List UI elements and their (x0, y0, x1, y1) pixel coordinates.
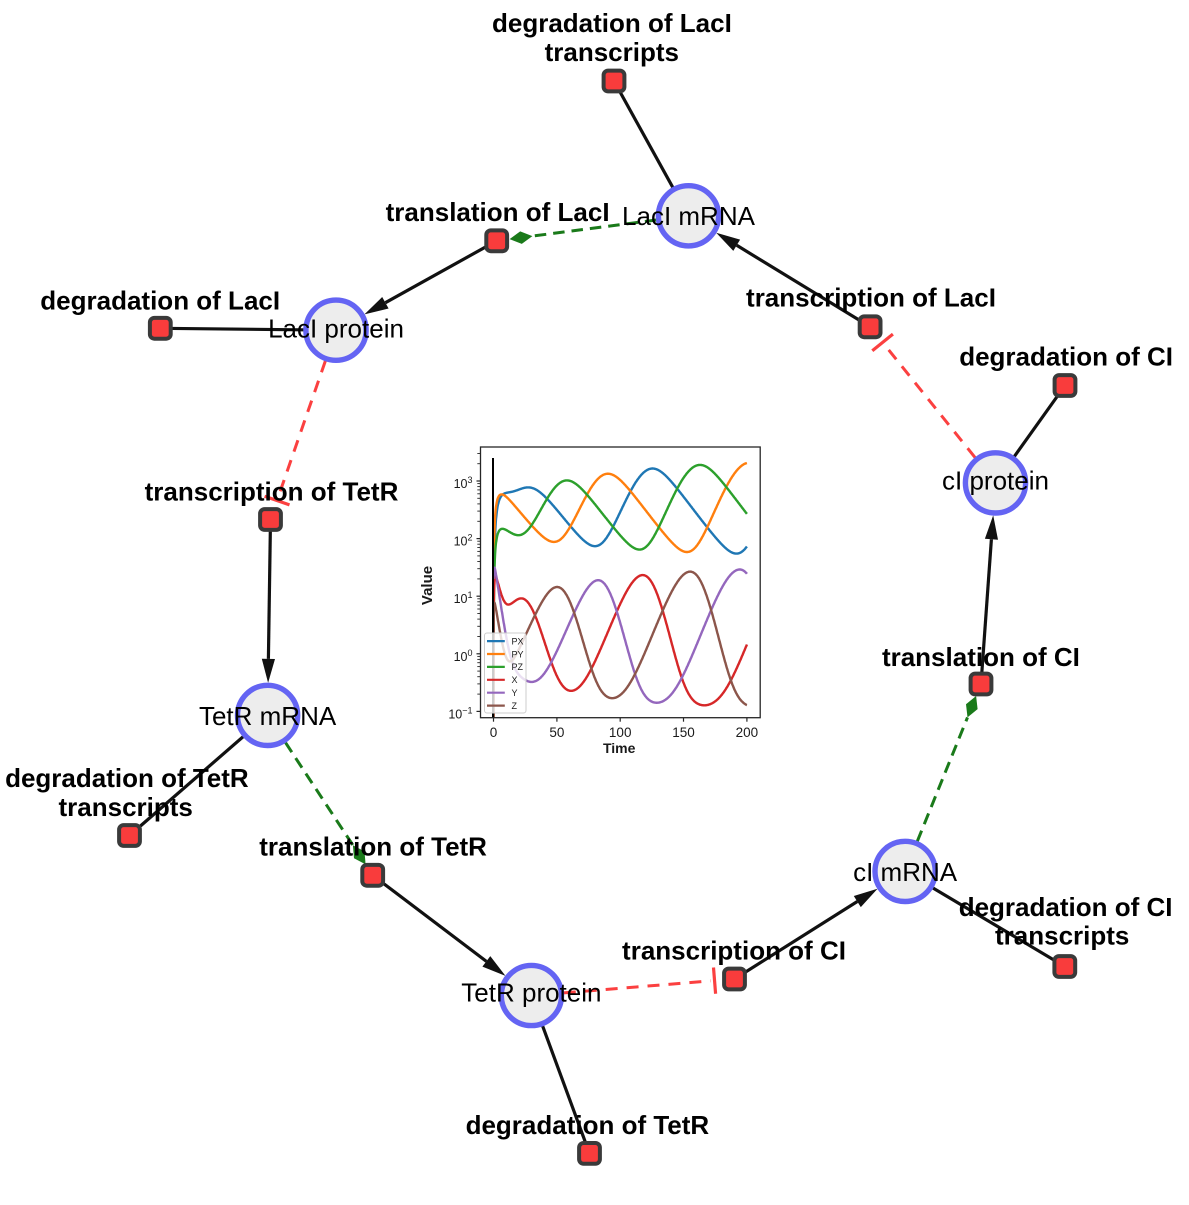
svg-text:transcripts: transcripts (59, 792, 193, 822)
svg-text:150: 150 (672, 725, 695, 740)
svg-text:PZ: PZ (512, 662, 524, 672)
svg-text:degradation of TetR: degradation of TetR (5, 763, 249, 793)
svg-text:transcription of LacI: transcription of LacI (746, 282, 996, 312)
svg-text:Value: Value (419, 566, 436, 605)
svg-text:transcription of CI: transcription of CI (622, 935, 846, 965)
svg-text:PX: PX (512, 636, 524, 646)
svg-text:translation of CI: translation of CI (882, 642, 1080, 672)
svg-text:transcripts: transcripts (545, 37, 679, 67)
svg-text:transcripts: transcripts (995, 921, 1129, 951)
svg-text:50: 50 (549, 725, 564, 740)
svg-text:cI mRNA: cI mRNA (853, 857, 958, 887)
svg-text:degradation of CI: degradation of CI (959, 341, 1173, 371)
svg-text:100: 100 (609, 725, 632, 740)
svg-text:TetR protein: TetR protein (461, 978, 601, 1008)
svg-text:PY: PY (512, 649, 524, 659)
svg-text:Z: Z (512, 701, 518, 711)
svg-text:degradation of CI: degradation of CI (959, 892, 1173, 922)
svg-text:cI protein: cI protein (942, 466, 1049, 496)
svg-text:degradation of TetR: degradation of TetR (466, 1110, 710, 1140)
svg-text:LacI mRNA: LacI mRNA (622, 201, 756, 231)
svg-text:degradation of LacI: degradation of LacI (40, 286, 280, 316)
svg-text:0: 0 (490, 725, 498, 740)
svg-text:translation of LacI: translation of LacI (386, 197, 610, 227)
svg-text:200: 200 (736, 725, 759, 740)
svg-text:degradation of LacI: degradation of LacI (492, 8, 732, 38)
svg-text:transcription of TetR: transcription of TetR (145, 477, 399, 507)
svg-text:LacI protein: LacI protein (268, 313, 404, 343)
svg-text:translation of TetR: translation of TetR (259, 832, 487, 862)
svg-text:Y: Y (512, 688, 518, 698)
svg-text:Time: Time (603, 740, 636, 756)
svg-text:TetR mRNA: TetR mRNA (199, 701, 337, 731)
svg-text:X: X (512, 675, 518, 685)
